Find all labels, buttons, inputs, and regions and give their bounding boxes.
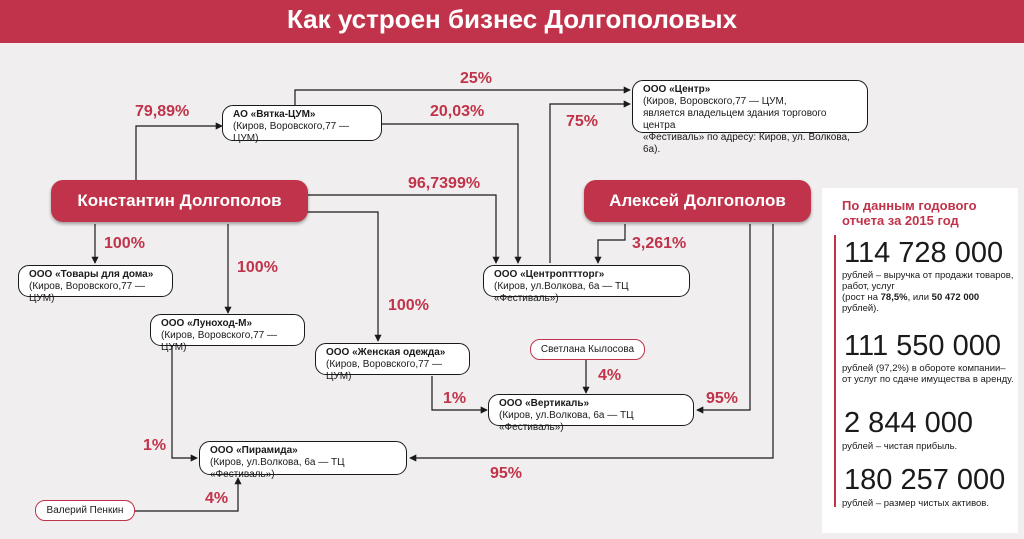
stat-text: (рост на: [842, 292, 881, 303]
person-svetlana: Светлана Кылосова: [530, 339, 645, 360]
company-name: ООО «Луноход-М»: [161, 318, 253, 329]
pct-vyatka-tsentroptorg: 20,03%: [430, 103, 485, 120]
stat-number: 2 844 000: [844, 407, 974, 439]
stat-number: 111 550 000: [844, 330, 1001, 362]
stat-number: 180 257 000: [844, 464, 1006, 496]
company-piramida: ООО «Пирамида» (Киров, ул.Волкова, 6а — …: [199, 441, 407, 480]
stats-heading: По данным годового отчета за 2015 год: [842, 198, 977, 228]
company-zhenskaya-odezhda: ООО «Женская одежда» (Киров, Воровского,…: [315, 343, 470, 382]
stats-accent-bar: [834, 235, 836, 507]
pct-zhenskaya-vertikal: 1%: [443, 390, 467, 407]
page-title: Как устроен бизнес Долгополовых: [286, 4, 738, 34]
company-address: (Киров, Воровского,77 — ЦУМ): [29, 281, 146, 304]
pct-konstantin-lunokhod: 100%: [237, 259, 278, 276]
company-tovary-dlya-doma: ООО «Товары для дома» (Киров, Воровского…: [18, 265, 173, 304]
person-konstantin: Константин Долгополов: [51, 180, 308, 222]
stat-highlight: 50 472 000: [931, 292, 980, 303]
company-address: (Киров, Воровского,77 — ЦУМ): [161, 330, 278, 353]
stat-description: рублей – размер чистых активов.: [842, 498, 989, 509]
stat-highlight: 78,5%: [880, 292, 908, 303]
pct-valeriy-piramida: 4%: [205, 490, 229, 507]
company-address-line3: «Фестиваль» по адресу: Киров, ул. Волков…: [643, 132, 850, 155]
company-name: ООО «Товары для дома»: [29, 269, 154, 280]
stat-description: рублей – выручка от продажи товаров, раб…: [842, 270, 1014, 314]
company-vertikal: ООО «Вертикаль» (Киров, ул.Волкова, 6а —…: [488, 394, 694, 433]
company-center: ООО «Центр» (Киров, Воровского,77 — ЦУМ,…: [632, 80, 868, 155]
pct-konstantin-vyatka: 79,89%: [135, 103, 190, 120]
title-banner: [0, 0, 1024, 43]
person-valeriy: Валерий Пенкин: [35, 500, 135, 521]
stat-description: рублей – чистая прибыль.: [842, 441, 958, 452]
company-name: ООО «Пирамида»: [210, 445, 298, 456]
stat-number: 114 728 000: [844, 237, 1004, 269]
pct-konstantin-tsentroptorg: 96,7399%: [408, 175, 481, 192]
company-name: ООО «Вертикаль»: [499, 398, 590, 409]
company-vyatka-tsum: АО «Вятка-ЦУМ» (Киров, Воровского,77 — Ц…: [222, 105, 382, 144]
pct-tsentroptorg-center: 75%: [566, 113, 599, 130]
company-address-line2: является владельцем здания торгового цен…: [643, 108, 827, 131]
person-aleksey: Алексей Долгополов: [584, 180, 811, 222]
stat-text: рублей).: [842, 303, 879, 314]
company-address: (Киров, ул.Волкова, 6а — ТЦ «Фестиваль»): [499, 410, 634, 433]
pct-aleksey-tsentroptorg: 3,261%: [632, 235, 687, 252]
stats-panel: По данным годового отчета за 2015 год 11…: [822, 188, 1018, 533]
company-lunokhod-m: ООО «Луноход-М» (Киров, Воровского,77 — …: [150, 314, 305, 353]
stat-text: , или: [907, 292, 932, 303]
company-address: (Киров, ул.Волкова, 6а — ТЦ «Фестиваль»): [210, 457, 345, 480]
company-name: ООО «Женская одежда»: [326, 347, 446, 358]
pct-aleksey-piramida: 95%: [490, 465, 523, 482]
pct-konstantin-tovary: 100%: [104, 235, 145, 252]
pct-lunokhod-piramida: 1%: [143, 437, 167, 454]
company-address-line1: (Киров, Воровского,77 — ЦУМ,: [643, 96, 787, 107]
pct-svetlana-vertikal: 4%: [598, 367, 622, 384]
stat-description: рублей (97,2%) в обороте компании– от ус…: [842, 363, 1014, 385]
company-name: ООО «Центропттторг»: [494, 269, 605, 280]
pct-aleksey-vertikal: 95%: [706, 390, 739, 407]
company-name: ООО «Центр»: [643, 84, 711, 95]
company-tsentroptorg: ООО «Центропттторг» (Киров, ул.Волкова, …: [483, 265, 690, 304]
stat-text: рублей – выручка от продажи товаров, раб…: [842, 270, 1014, 292]
company-address: (Киров, Воровского,77 — ЦУМ): [326, 359, 443, 382]
company-address: (Киров, Воровского,77 — ЦУМ): [233, 121, 350, 144]
company-name: АО «Вятка-ЦУМ»: [233, 109, 316, 120]
pct-vyatka-center: 25%: [460, 70, 493, 87]
company-address: (Киров, ул.Волкова, 6а — ТЦ «Фестиваль»): [494, 281, 629, 304]
pct-konstantin-zhenskaya: 100%: [388, 297, 429, 314]
